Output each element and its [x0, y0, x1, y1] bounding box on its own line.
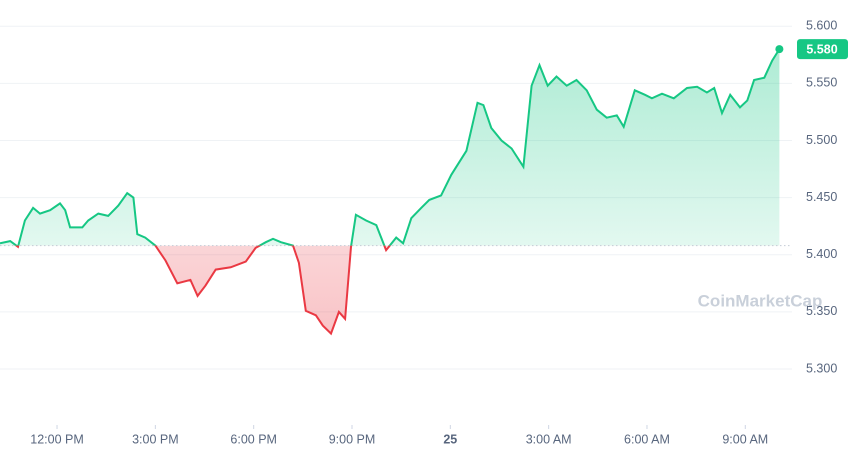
- y-tick-label: 5.600: [806, 19, 837, 33]
- x-tick-label: 3:00 AM: [526, 432, 572, 446]
- x-tick-label: 3:00 PM: [132, 432, 179, 446]
- area-below: [0, 245, 780, 334]
- x-tick-label: 6:00 PM: [230, 432, 277, 446]
- x-tick-label: 6:00 AM: [624, 432, 670, 446]
- x-tick-label: 12:00 PM: [30, 432, 84, 446]
- y-tick-label: 5.450: [806, 190, 837, 204]
- x-tick-label: 25: [443, 432, 457, 446]
- watermark: CoinMarketCap: [698, 291, 823, 310]
- x-tick-label: 9:00 AM: [722, 432, 768, 446]
- y-tick-label: 5.400: [806, 247, 837, 261]
- price-line-up: [0, 48, 781, 246]
- y-tick-label: 5.300: [806, 361, 837, 375]
- last-point: [775, 45, 784, 54]
- x-tick-label: 9:00 PM: [329, 432, 376, 446]
- y-tick-label: 5.500: [806, 133, 837, 147]
- y-tick-label: 5.350: [806, 304, 837, 318]
- y-tick-label: 5.550: [806, 76, 837, 90]
- price-tag: [797, 39, 848, 60]
- area-above: [0, 49, 780, 246]
- price-tag-label: 5.580: [806, 42, 837, 56]
